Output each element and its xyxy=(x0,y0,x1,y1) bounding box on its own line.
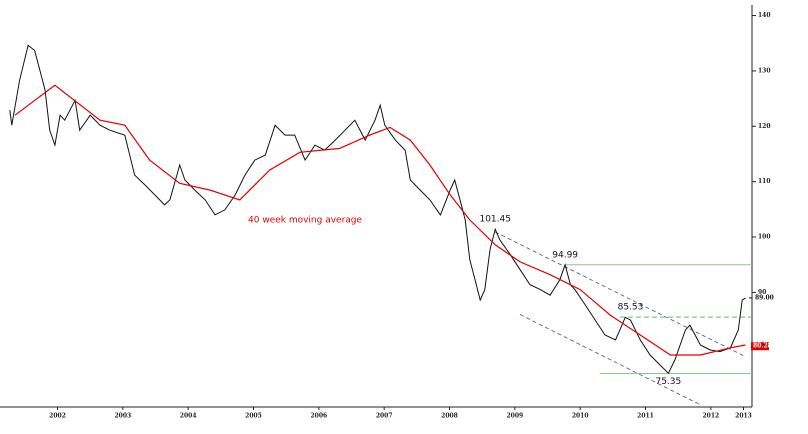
y-tick-label: 100 xyxy=(758,234,771,241)
x-tick-label: 2013 xyxy=(735,413,752,420)
x-tick-label: 2007 xyxy=(376,413,393,420)
annotation: 94.99 xyxy=(552,250,578,260)
y-tick-label: 140 xyxy=(758,12,771,19)
x-tick-label: 2008 xyxy=(441,413,458,420)
x-tick-label: 2005 xyxy=(245,413,262,420)
x-tick-label: 2003 xyxy=(114,413,131,420)
price-line xyxy=(9,44,746,375)
x-tick-label: 2004 xyxy=(180,413,197,420)
series-label: 40 week moving average xyxy=(248,216,363,226)
price-label-box xyxy=(751,342,769,351)
x-tick-label: 2011 xyxy=(637,413,654,420)
price-label: 89.00 xyxy=(755,294,774,301)
trend-line xyxy=(519,314,701,406)
y-tick-label: 110 xyxy=(758,178,771,185)
y-tick-label: 130 xyxy=(758,67,771,74)
moving-average-line xyxy=(14,84,746,356)
annotation: 85.53 xyxy=(618,303,644,313)
x-tick-label: 2009 xyxy=(506,413,523,420)
trend-line xyxy=(495,231,746,357)
x-tick-label: 2001 xyxy=(0,413,1,420)
price-label: 80.28 xyxy=(753,343,772,350)
annotation: 75.35 xyxy=(655,377,681,387)
y-tick-label: 90 xyxy=(758,289,766,296)
x-tick-label: 2006 xyxy=(310,413,327,420)
x-tick-label: 2010 xyxy=(572,413,589,420)
y-tick-label: 120 xyxy=(758,123,771,130)
annotation: 101.45 xyxy=(479,214,511,224)
x-tick-label: 2012 xyxy=(702,413,719,420)
x-tick-label: 2002 xyxy=(49,413,66,420)
